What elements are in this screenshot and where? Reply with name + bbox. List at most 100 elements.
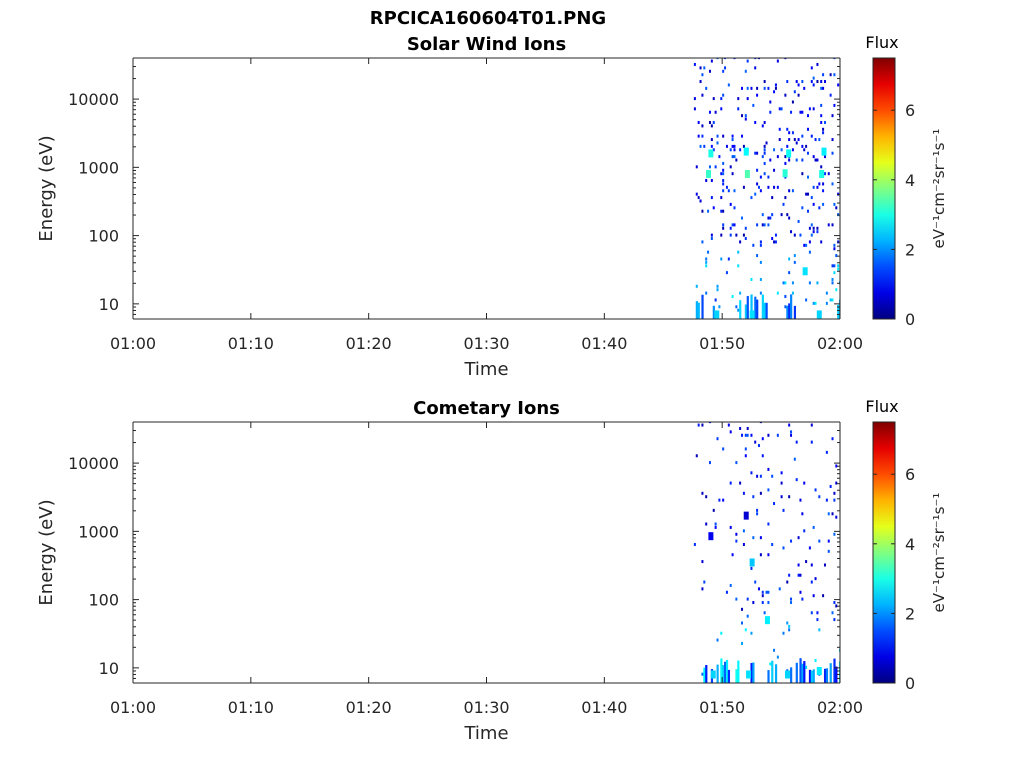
heatmap-cell [793,260,796,264]
heatmap-cell [791,148,794,152]
colorbar-units: eV⁻¹cm⁻²sr⁻¹s⁻¹ [930,129,948,249]
heatmap-cell [807,175,810,179]
heatmap-cell [742,529,745,533]
heatmap-cell [693,542,696,546]
heatmap-cell [771,213,774,217]
heatmap-cell [788,573,791,577]
x-axis-label: Time [463,723,508,744]
heatmap-cell [820,114,823,118]
heatmap-cell [833,532,836,536]
y-tick-label: 100 [88,591,119,610]
heatmap-cell [823,155,826,159]
heatmap-cell [759,277,762,281]
heatmap-cell [722,182,725,186]
heatmap-cell [776,185,779,189]
heatmap-cell [714,110,717,114]
heatmap-cell [703,667,706,683]
heatmap-cell [744,454,747,458]
heatmap-cell [767,601,770,605]
heatmap-cell [731,295,734,299]
heatmap-cell [797,93,800,97]
heatmap-cell [810,233,813,237]
heatmap-cell [827,549,830,553]
heatmap-cell [833,58,836,60]
heatmap-cell [799,233,802,237]
heatmap-cell [801,158,804,162]
heatmap-cell [837,83,840,87]
heatmap-cell [822,131,825,135]
heatmap-cell [797,83,800,87]
heatmap-cell-peak [819,169,825,178]
heatmap-cell [823,80,826,84]
heatmap-cell [795,478,798,482]
heatmap-cell [825,291,828,295]
heatmap-cell [788,495,791,499]
heatmap-cell [820,86,823,90]
heatmap-cell [780,495,783,499]
heatmap-cell [788,303,791,319]
heatmap-cell [833,73,836,77]
heatmap-cell [705,257,708,261]
heatmap-cell [718,498,721,502]
heatmap-cell [788,131,791,135]
heatmap-cell [735,669,738,683]
colorbar-tick-label: 0 [905,674,915,693]
heatmap-cell [733,223,736,227]
heatmap-cell [835,288,838,292]
heatmap-cell [788,628,791,632]
heatmap-cell [705,291,708,295]
heatmap-cell [741,641,744,645]
x-tick-label: 01:20 [346,334,392,353]
heatmap-cell [829,73,832,77]
heatmap-cell [741,134,744,138]
heatmap-cells [693,422,840,683]
heatmap-cell [788,189,791,193]
heatmap-cell [767,185,770,189]
heatmap-cell [801,663,804,683]
heatmap-cell [708,120,711,124]
heatmap-cell [733,144,736,148]
heatmap-cell [763,302,766,319]
heatmap-cell [803,481,806,485]
heatmap-cell [774,83,777,87]
heatmap-cell [731,553,734,557]
heatmap-cell [695,284,698,288]
heatmap-cell [822,73,825,77]
heatmap-cell [712,305,715,319]
heatmap-cell [729,481,732,485]
heatmap-cell [720,172,723,176]
heatmap-cell [707,250,710,254]
heatmap-cell [831,264,834,268]
heatmap-cell [816,80,819,84]
heatmap-cell [699,144,702,148]
heatmap-cell [759,491,762,495]
heatmap-cell [739,426,742,430]
heatmap-cell [812,230,815,234]
heatmap-cell [778,107,781,111]
heatmap-cell [773,240,776,244]
heatmap-cell [701,672,704,676]
heatmap-cell [697,196,700,200]
heatmap-cell [759,536,762,540]
heatmap-cell [708,110,711,114]
heatmap-cell [784,196,787,200]
heatmap-cell [793,457,796,461]
heatmap-cell [761,124,764,128]
heatmap-cell [756,512,759,516]
heatmap-cell [750,86,753,90]
heatmap-cell [761,223,764,227]
heatmap-cell [835,206,838,210]
heatmap-cell [710,237,713,241]
heatmap-cell [724,66,727,70]
heatmap-cell [773,90,776,94]
heatmap-cell [742,491,745,495]
heatmap-cell-peak [743,147,749,156]
heatmap-cell [754,296,757,319]
heatmap-cell [831,182,834,186]
heatmap-cell [831,114,834,118]
heatmap-cell [823,120,826,124]
heatmap-cell [754,66,757,70]
heatmap-cell [741,433,744,437]
